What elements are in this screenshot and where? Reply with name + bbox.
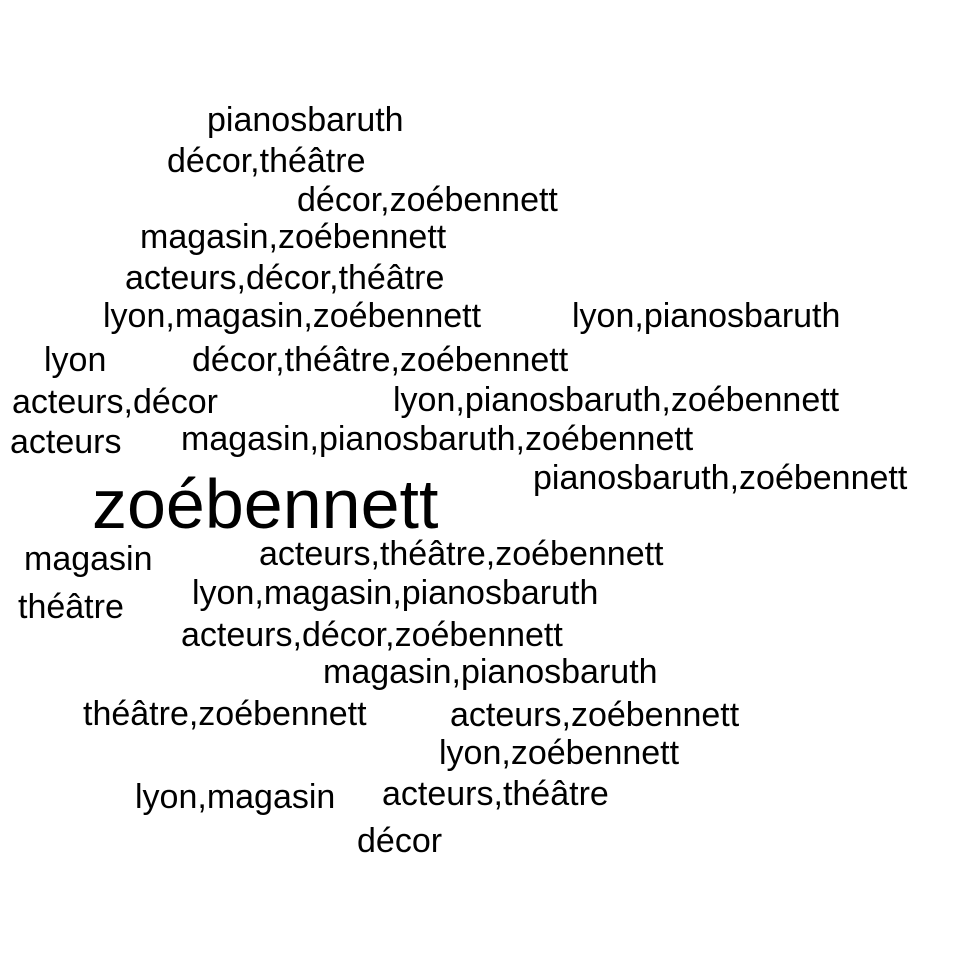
- word: magasin,zoébennett: [140, 218, 447, 256]
- word: acteurs,zoébennett: [450, 696, 740, 734]
- word: acteurs,théâtre,zoébennett: [259, 535, 664, 573]
- word: pianosbaruth: [207, 101, 404, 139]
- word: magasin,pianosbaruth,zoébennett: [181, 420, 694, 458]
- word: acteurs,décor,zoébennett: [181, 616, 563, 654]
- word: décor: [357, 822, 443, 860]
- word: lyon,zoébennett: [439, 734, 680, 772]
- word: lyon,magasin,pianosbaruth: [192, 574, 599, 612]
- word: magasin: [24, 540, 153, 578]
- word: acteurs: [10, 423, 122, 461]
- word: décor,théâtre,zoébennett: [192, 341, 569, 379]
- word: acteurs,théâtre: [382, 775, 609, 813]
- word: lyon,pianosbaruth: [572, 297, 841, 335]
- word: lyon: [44, 341, 107, 379]
- word: lyon,pianosbaruth,zoébennett: [393, 381, 840, 419]
- word: décor,zoébennett: [297, 181, 558, 219]
- word: pianosbaruth,zoébennett: [533, 459, 908, 497]
- word: magasin,pianosbaruth: [323, 653, 658, 691]
- word: décor,théâtre: [167, 142, 366, 180]
- word: zoébennett: [92, 465, 439, 543]
- word: théâtre,zoébennett: [83, 695, 367, 733]
- word: théâtre: [18, 588, 124, 626]
- word: lyon,magasin,zoébennett: [103, 297, 482, 335]
- word: acteurs,décor,théâtre: [125, 259, 445, 297]
- word: lyon,magasin: [135, 778, 336, 816]
- word: acteurs,décor: [12, 383, 218, 421]
